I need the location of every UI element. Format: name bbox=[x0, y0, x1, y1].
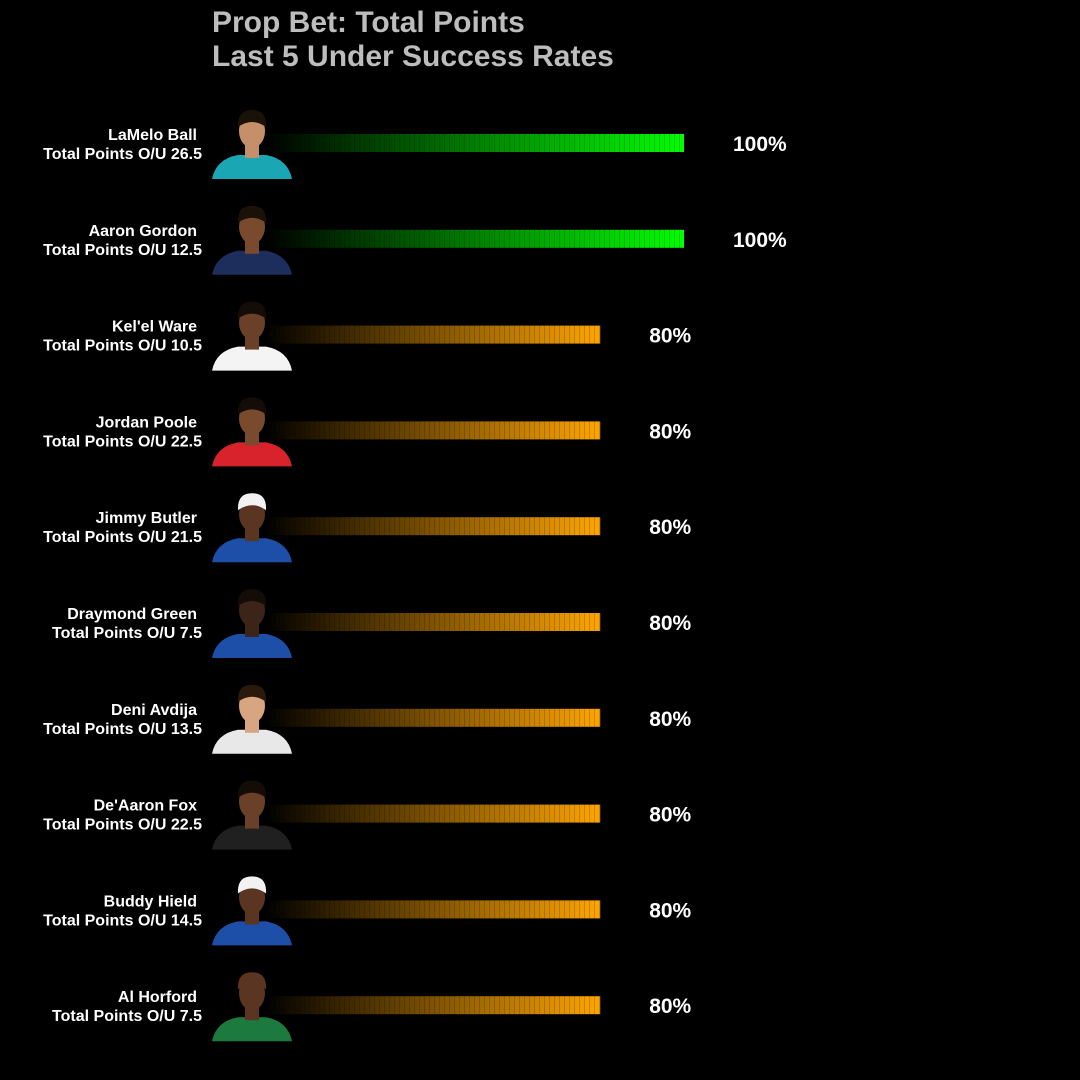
bar-row: Buddy Hield Total Points O/U 14.5 80% bbox=[43, 876, 692, 946]
hair-shape bbox=[237, 972, 267, 990]
prop-line: Total Points O/U 22.5 bbox=[43, 433, 202, 450]
player-name: Deni Avdija bbox=[111, 702, 197, 719]
bar-row: Aaron Gordon Total Points O/U 12.5 100% bbox=[43, 205, 787, 275]
player-name: Draymond Green bbox=[67, 606, 197, 623]
chart-title-line-2: Last 5 Under Success Rates bbox=[212, 40, 614, 73]
jersey-shape bbox=[212, 825, 292, 850]
bar-row: Deni Avdija Total Points O/U 13.5 80% bbox=[43, 684, 692, 754]
hair-shape bbox=[237, 493, 267, 511]
jersey-shape bbox=[212, 538, 292, 563]
neck-shape bbox=[245, 1007, 259, 1021]
bar-row: Jordan Poole Total Points O/U 22.5 80% bbox=[43, 397, 692, 467]
hair-shape bbox=[237, 876, 267, 894]
value-label: 80% bbox=[649, 612, 691, 635]
prop-line: Total Points O/U 14.5 bbox=[43, 912, 202, 929]
hair-shape bbox=[237, 397, 267, 415]
value-label: 100% bbox=[733, 133, 787, 156]
bar-row: Al Horford Total Points O/U 7.5 80% bbox=[52, 972, 692, 1042]
player-name: Al Horford bbox=[118, 989, 197, 1006]
jersey-shape bbox=[212, 346, 292, 371]
value-label: 80% bbox=[649, 995, 691, 1018]
neck-shape bbox=[245, 624, 259, 637]
player-headshot-icon bbox=[212, 301, 292, 371]
bar-texture bbox=[265, 517, 601, 536]
neck-shape bbox=[245, 336, 259, 350]
value-label: 80% bbox=[649, 516, 691, 539]
prop-line: Total Points O/U 22.5 bbox=[43, 817, 202, 834]
player-name: De'Aaron Fox bbox=[94, 798, 197, 815]
neck-shape bbox=[245, 528, 259, 542]
player-name: Jimmy Butler bbox=[96, 510, 197, 527]
chart-title: Prop Bet: Total Points Last 5 Under Succ… bbox=[212, 6, 614, 74]
hair-shape bbox=[237, 205, 267, 223]
prop-line: Total Points O/U 12.5 bbox=[43, 242, 202, 259]
prop-line: Total Points O/U 10.5 bbox=[43, 338, 202, 355]
prop-line: Total Points O/U 26.5 bbox=[43, 146, 202, 163]
player-headshot-icon bbox=[212, 110, 292, 179]
prop-line: Total Points O/U 13.5 bbox=[43, 721, 202, 738]
hair-shape bbox=[237, 780, 267, 798]
jersey-shape bbox=[212, 250, 292, 275]
player-headshot-icon bbox=[212, 589, 292, 658]
player-headshot-icon bbox=[212, 205, 292, 275]
hair-shape bbox=[237, 110, 267, 127]
value-label: 80% bbox=[649, 325, 691, 348]
neck-shape bbox=[245, 719, 259, 733]
neck-shape bbox=[245, 240, 259, 254]
bar-row: Jimmy Butler Total Points O/U 21.5 80% bbox=[43, 493, 692, 563]
jersey-shape bbox=[212, 729, 292, 754]
player-headshot-icon bbox=[212, 684, 292, 754]
bar-texture bbox=[265, 134, 684, 152]
prop-line: Total Points O/U 7.5 bbox=[52, 1008, 202, 1025]
neck-shape bbox=[245, 145, 259, 158]
player-name: LaMelo Ball bbox=[108, 127, 197, 144]
jersey-shape bbox=[212, 1017, 292, 1042]
jersey-shape bbox=[212, 442, 292, 467]
hair-shape bbox=[237, 684, 267, 702]
prop-line: Total Points O/U 21.5 bbox=[43, 529, 202, 546]
bar-texture bbox=[265, 900, 601, 919]
chart-title-line-1: Prop Bet: Total Points bbox=[212, 6, 525, 39]
player-headshot-icon bbox=[212, 493, 292, 563]
hair-shape bbox=[237, 589, 267, 606]
jersey-shape bbox=[212, 155, 292, 179]
player-name: Kel'el Ware bbox=[112, 319, 197, 336]
jersey-shape bbox=[212, 921, 292, 946]
bar-texture bbox=[265, 325, 601, 344]
value-label: 80% bbox=[649, 899, 691, 922]
bar-texture bbox=[265, 708, 601, 727]
prop-line: Total Points O/U 7.5 bbox=[52, 625, 202, 642]
jersey-shape bbox=[212, 634, 292, 658]
value-label: 80% bbox=[649, 420, 691, 443]
neck-shape bbox=[245, 911, 259, 925]
bar-texture bbox=[265, 421, 601, 440]
neck-shape bbox=[245, 432, 259, 446]
bar-row: Kel'el Ware Total Points O/U 10.5 80% bbox=[43, 301, 692, 371]
player-name: Buddy Hield bbox=[104, 893, 197, 910]
player-headshot-icon bbox=[212, 972, 292, 1042]
player-name: Aaron Gordon bbox=[89, 223, 197, 240]
hair-shape bbox=[237, 301, 267, 319]
neck-shape bbox=[245, 815, 259, 829]
bar-texture bbox=[265, 804, 601, 823]
bar-row: Draymond Green Total Points O/U 7.5 80% bbox=[52, 589, 692, 658]
bar-texture bbox=[265, 996, 601, 1015]
bar-row: De'Aaron Fox Total Points O/U 22.5 80% bbox=[43, 780, 692, 850]
bar-texture bbox=[265, 613, 601, 631]
value-label: 80% bbox=[649, 708, 691, 731]
player-headshot-icon bbox=[212, 876, 292, 946]
bar-texture bbox=[265, 229, 684, 248]
value-label: 100% bbox=[733, 229, 787, 252]
bar-row: LaMelo Ball Total Points O/U 26.5 100% bbox=[43, 110, 787, 179]
player-headshot-icon bbox=[212, 397, 292, 467]
player-name: Jordan Poole bbox=[96, 414, 197, 431]
player-headshot-icon bbox=[212, 780, 292, 850]
value-label: 80% bbox=[649, 804, 691, 827]
